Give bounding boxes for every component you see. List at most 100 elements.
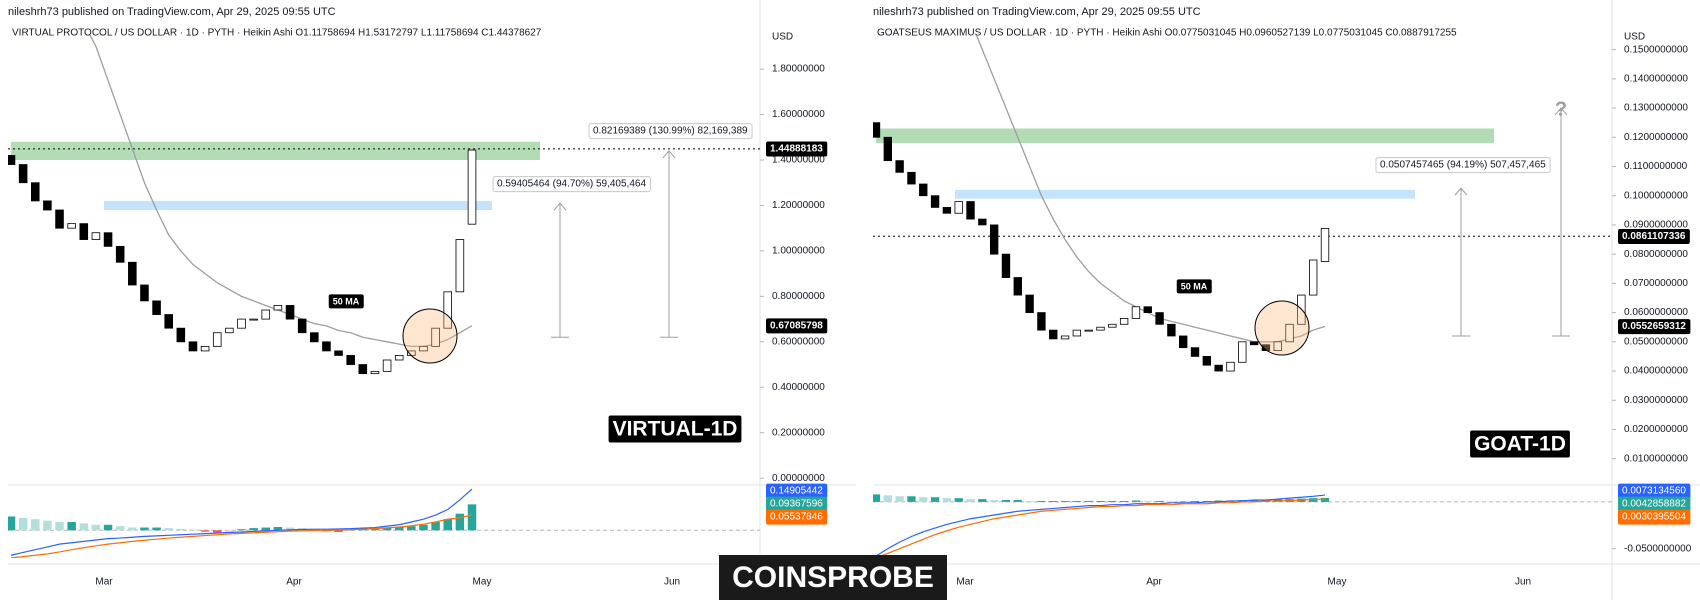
macd-histogram-bar: [1167, 501, 1176, 502]
chart-title: VIRTUAL PROTOCOL / US DOLLAR · 1D · PYTH…: [12, 28, 542, 39]
candle: [1167, 323, 1176, 337]
macd-value-label-box: [1618, 496, 1691, 512]
candle: [8, 155, 16, 165]
candle: [419, 345, 428, 352]
macd-value-label-box: [766, 483, 828, 499]
macd-histogram-bar: [1155, 500, 1164, 502]
candle: [1155, 312, 1164, 325]
macd-histogram-bar: [942, 498, 952, 502]
y-tick-label: 1.40000000: [772, 155, 825, 166]
macd-histogram-bar: [990, 500, 999, 502]
macd-histogram-bar: [966, 499, 975, 502]
watermark: COINSPROBE: [732, 561, 934, 594]
macd-histogram-bar: [273, 526, 283, 531]
watermark-box: [719, 555, 947, 600]
candle: [443, 291, 453, 329]
macd-histogram-bar: [1049, 500, 1058, 502]
macd-histogram-bar: [1119, 500, 1129, 502]
publisher: nileshrh73 published on TradingView.com,…: [8, 6, 336, 18]
highlight-circle: [1254, 300, 1310, 356]
macd-histogram-bar: [188, 529, 198, 531]
candle: [1072, 329, 1082, 337]
y-tick-label: 1.20000000: [772, 200, 825, 211]
x-tick-label: Apr: [1146, 577, 1162, 588]
y-tick-label: 0.00000000: [772, 473, 825, 484]
candle: [394, 355, 404, 361]
candle: [176, 327, 186, 343]
y-tick-label: 1.00000000: [772, 246, 825, 257]
candle: [873, 122, 881, 138]
y-tick-label: 0.1100000000: [1624, 161, 1688, 172]
macd-histogram-bar: [249, 528, 258, 531]
x-tick-label: Mar: [956, 577, 974, 588]
zone: [11, 141, 540, 160]
macd-histogram-bar: [1001, 500, 1011, 502]
candle: [140, 284, 149, 302]
candle: [1049, 329, 1058, 340]
publisher: nileshrh73 published on TradingView.com,…: [873, 6, 1201, 18]
last-price-label: 0.0861107336: [1622, 231, 1686, 242]
last-price-label-box: [1618, 228, 1690, 244]
measure-label: 0.0507457465 (94.19%) 507,457,465: [1380, 160, 1546, 171]
candle: [249, 318, 258, 321]
candle: [67, 223, 76, 229]
ma-label: 50 MA: [1181, 281, 1208, 291]
candle: [128, 261, 137, 286]
macd-histogram-bar: [128, 527, 137, 531]
macd-y-tick-label: -0.0500000000: [1624, 543, 1692, 554]
x-tick-label: Jun: [1515, 577, 1531, 588]
signal-line: [875, 498, 1326, 558]
candle: [1261, 344, 1271, 351]
macd-histogram-bar: [883, 495, 892, 502]
candle: [225, 327, 234, 334]
zone: [876, 128, 1494, 144]
moving-average: [89, 35, 473, 348]
panel-gap: [856, 0, 873, 600]
macd-histogram-bar: [954, 498, 963, 502]
candle: [1037, 312, 1046, 331]
y-tick-label: 0.0200000000: [1624, 424, 1688, 435]
candle: [978, 218, 987, 226]
macd-histogram-bar: [1072, 500, 1082, 502]
candle: [1202, 356, 1212, 366]
chart-title: GOATSEUS MAXIMUS / US DOLLAR · 1D · PYTH…: [877, 28, 1457, 39]
candle: [79, 223, 89, 240]
candle: [382, 359, 392, 372]
y-tick-label: 0.1500000000: [1624, 44, 1688, 55]
candle: [966, 201, 975, 220]
macd-histogram-bar: [18, 517, 28, 531]
macd-histogram-bar: [1320, 497, 1330, 502]
candle: [164, 314, 173, 329]
macd-histogram-bar: [1037, 500, 1046, 502]
macd-value-label-box: [766, 509, 828, 525]
macd-histogram-bar: [419, 524, 428, 531]
measure-label-box: [588, 123, 753, 140]
moving-average: [975, 35, 1326, 343]
macd-value-label: 0.0030395504: [1622, 512, 1686, 523]
y-tick-label: 0.80000000: [772, 291, 825, 302]
candle: [895, 160, 904, 173]
measure-arrowhead: [1454, 187, 1468, 196]
macd-line: [10, 488, 473, 556]
macd-pane: [873, 494, 1612, 558]
macd-value-label-box: [1618, 509, 1691, 525]
x-tick-label: Jun: [664, 577, 680, 588]
candle: [1226, 361, 1235, 372]
x-tick-label: May: [473, 577, 492, 588]
macd-histogram-bar: [103, 524, 113, 531]
y-tick-label: 0.0900000000: [1624, 220, 1688, 231]
candle: [1179, 335, 1188, 349]
macd-histogram-bar: [285, 527, 295, 531]
candle: [152, 300, 161, 315]
macd-histogram-bar: [1143, 500, 1152, 502]
candle: [346, 355, 355, 365]
macd-histogram-bar: [8, 516, 16, 531]
candle: [930, 195, 940, 208]
ma-price-label: 0.0552659312: [1622, 321, 1686, 332]
signal-line: [10, 514, 473, 558]
y-tick-label: 0.0300000000: [1624, 395, 1688, 406]
currency: USD: [772, 32, 793, 43]
chart-tag-box: [1470, 430, 1570, 458]
macd-histogram-bar: [334, 530, 343, 532]
